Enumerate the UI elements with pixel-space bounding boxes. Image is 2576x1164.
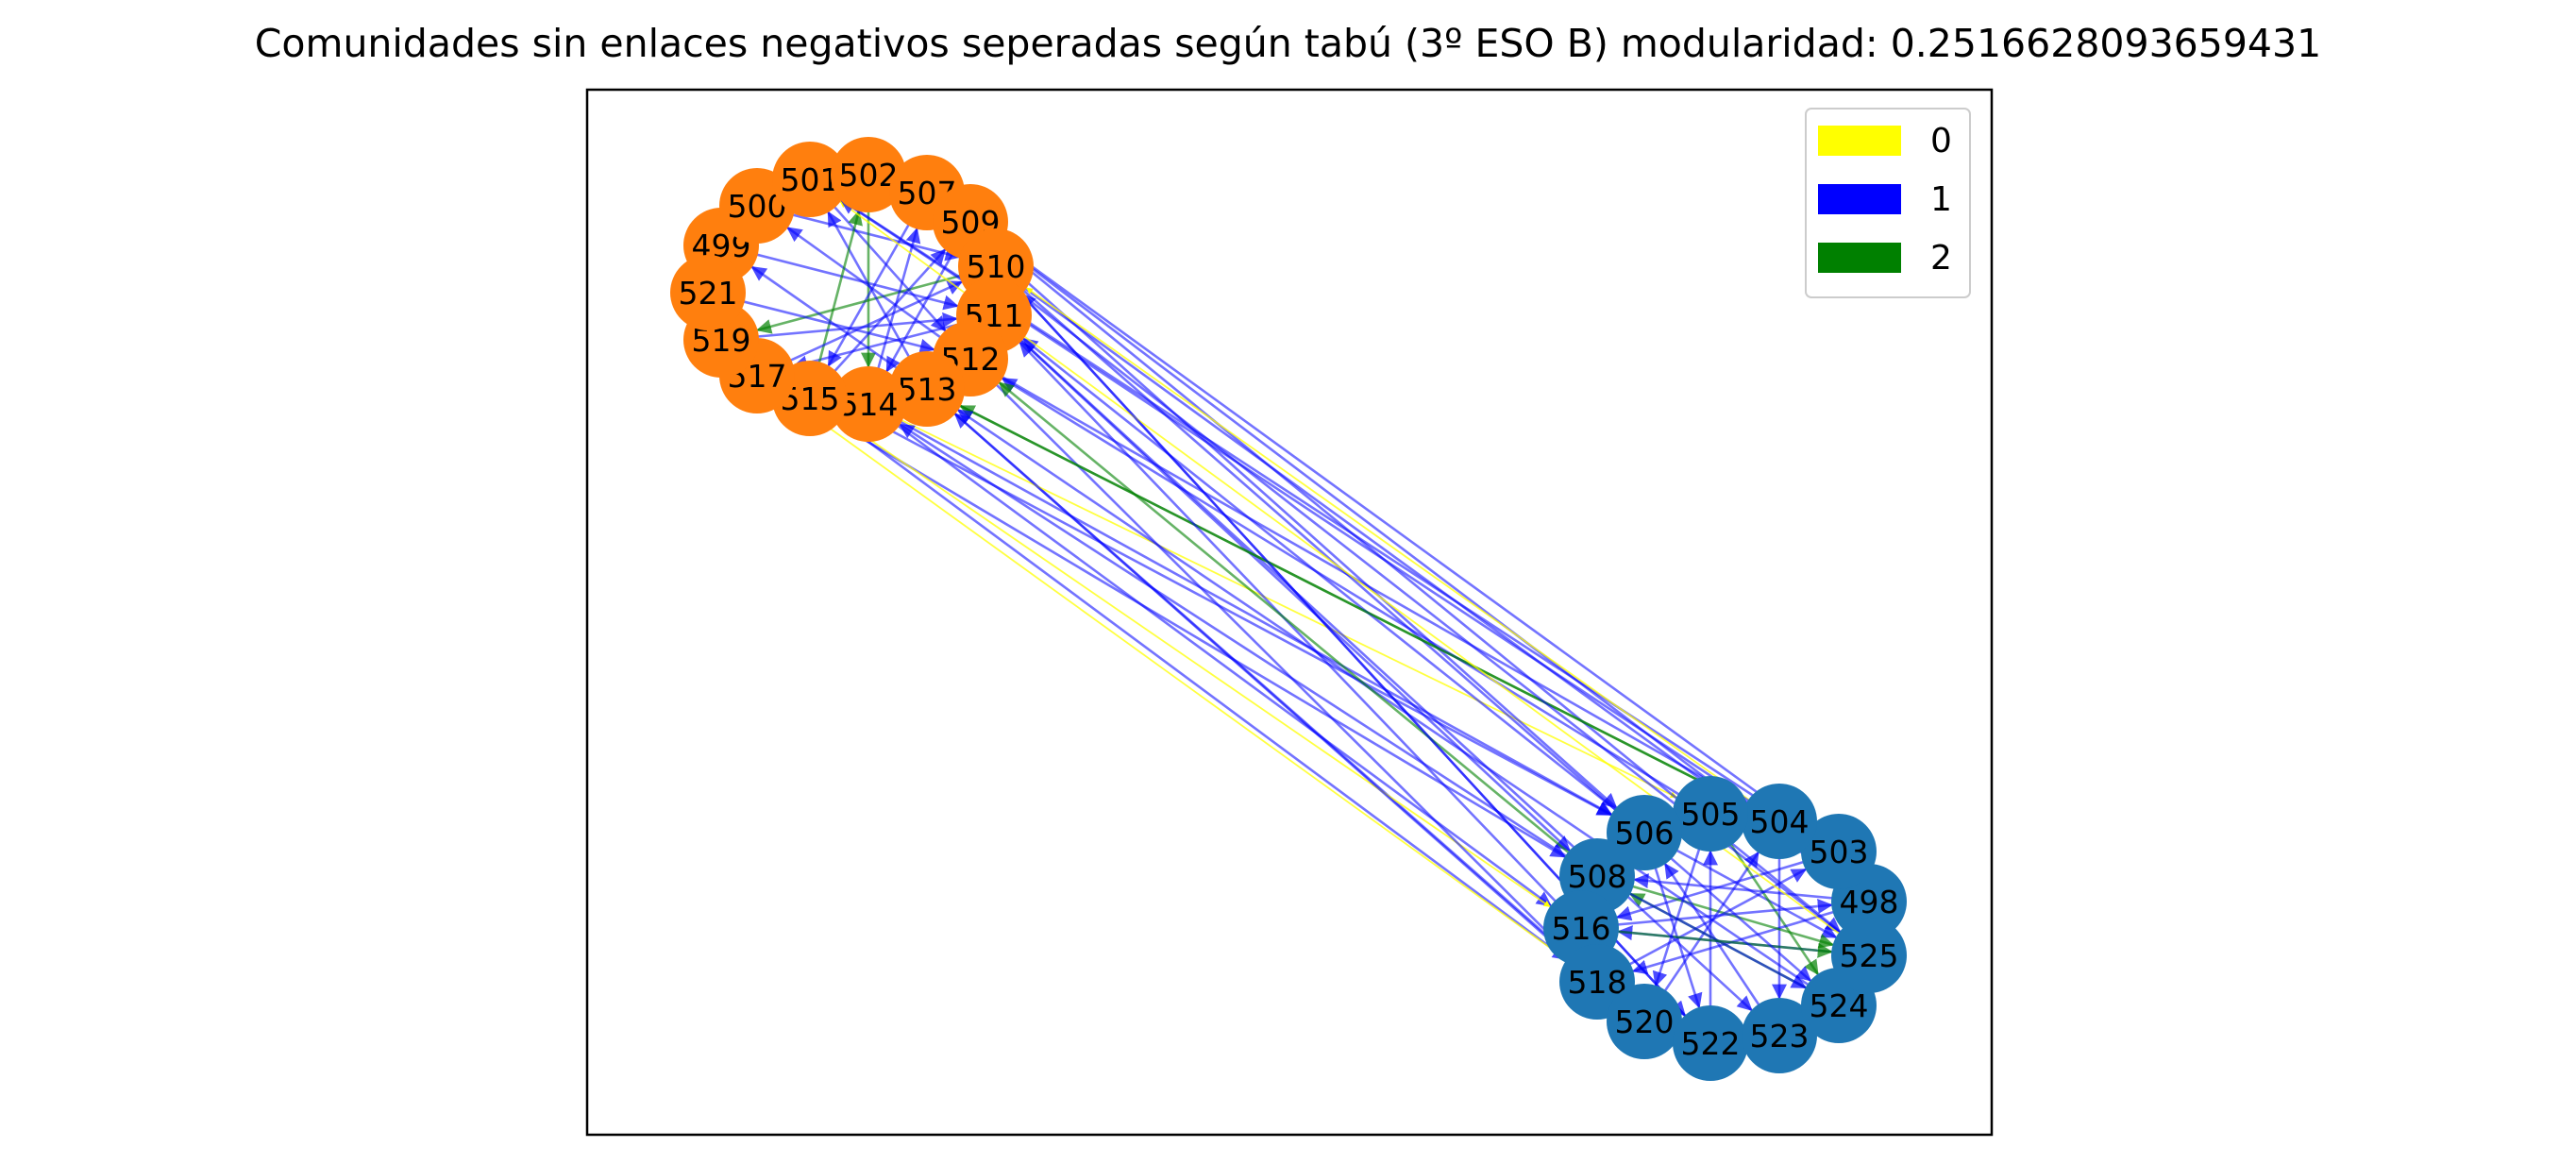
edge-498-508	[1633, 873, 1870, 903]
edge-508-514	[899, 423, 1598, 878]
node-label: 525	[1840, 937, 1899, 974]
node-label: 501	[781, 161, 840, 198]
edge-506-511	[1022, 337, 1645, 835]
legend: 0 1 2	[1805, 108, 1971, 298]
node-circle	[831, 137, 906, 212]
edge-519-511	[720, 312, 958, 342]
node-505: 505	[1673, 776, 1748, 852]
edge-517-508	[756, 374, 1567, 858]
node-525: 525	[1831, 918, 1907, 993]
node-502: 502	[831, 137, 906, 212]
node-circle	[1742, 998, 1817, 1073]
node-label: 514	[839, 386, 899, 423]
edge-518-513	[953, 413, 1598, 983]
node-circle	[831, 366, 906, 442]
node-520: 520	[1607, 984, 1682, 1059]
node-label: 524	[1810, 987, 1869, 1024]
node-523: 523	[1742, 998, 1817, 1073]
node-label: 521	[679, 275, 738, 312]
edge-503-513	[959, 404, 1840, 853]
edge-524-513	[956, 409, 1840, 1007]
node-501: 501	[772, 142, 848, 217]
legend-swatch-1	[1818, 184, 1901, 214]
legend-label-1: 1	[1930, 180, 1952, 219]
edge-516-525	[1580, 926, 1833, 958]
edge-507-506	[926, 192, 1618, 809]
node-label: 518	[1568, 964, 1627, 1001]
edge-514-505	[867, 403, 1677, 799]
node-522: 522	[1673, 1005, 1748, 1081]
edge-512-518	[969, 358, 1572, 956]
node-circle	[1831, 918, 1907, 993]
node-label: 502	[839, 157, 899, 194]
node-circle	[1673, 776, 1748, 852]
edge-499-511	[720, 244, 959, 311]
node-label: 505	[1681, 796, 1741, 833]
node-circle	[1607, 984, 1682, 1059]
edge-521-512	[707, 291, 935, 354]
edge-515-518	[809, 396, 1569, 961]
edges-layer	[707, 173, 1870, 1044]
legend-label-2: 2	[1930, 239, 1952, 278]
node-label: 508	[1568, 858, 1627, 895]
edge-508-512	[998, 381, 1598, 878]
edge-504-510	[1026, 287, 1780, 822]
node-label: 498	[1840, 884, 1899, 920]
node-circle	[1673, 1005, 1748, 1081]
edge-510-524	[995, 265, 1812, 982]
node-circle	[772, 142, 848, 217]
node-label: 523	[1750, 1018, 1810, 1054]
node-label: 503	[1810, 834, 1869, 870]
edge-503-509	[1000, 243, 1840, 853]
node-label: 516	[1552, 910, 1611, 947]
node-label: 520	[1615, 1004, 1675, 1040]
node-label: 513	[898, 371, 957, 408]
node-circle	[1801, 814, 1877, 889]
edge-511-508	[993, 314, 1571, 852]
node-circle	[1742, 784, 1817, 859]
node-514: 514	[831, 366, 906, 442]
node-504: 504	[1742, 784, 1817, 859]
node-circle	[889, 351, 965, 427]
edge-518-503	[1596, 868, 1808, 984]
edge-505-512	[1001, 377, 1711, 816]
node-label: 506	[1615, 815, 1675, 852]
edge-515-516	[809, 397, 1551, 908]
node-label: 522	[1681, 1025, 1741, 1062]
node-513: 513	[889, 351, 965, 427]
edge-517-518	[756, 375, 1568, 961]
node-circle	[670, 255, 746, 330]
plot-frame	[585, 88, 1994, 1137]
edge-508-524	[1596, 874, 1808, 989]
legend-swatch-0	[1818, 126, 1901, 156]
chart-title: Comunidades sin enlaces negativos sepera…	[254, 21, 2322, 66]
legend-label-0: 0	[1930, 122, 1952, 160]
edge-514-516	[867, 402, 1553, 907]
edge-514-506	[867, 402, 1613, 816]
node-label: 504	[1750, 803, 1810, 840]
node-521: 521	[670, 255, 746, 330]
edge-516-511	[1019, 341, 1582, 929]
legend-swatch-2	[1818, 243, 1901, 273]
node-503: 503	[1801, 814, 1877, 889]
